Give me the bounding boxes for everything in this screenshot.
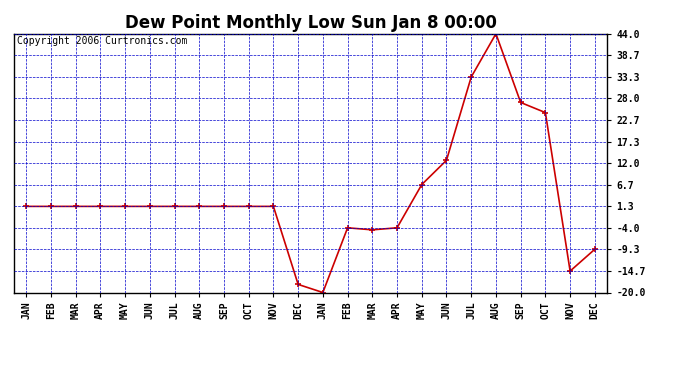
Text: Copyright 2006 Curtronics.com: Copyright 2006 Curtronics.com	[17, 36, 187, 46]
Title: Dew Point Monthly Low Sun Jan 8 00:00: Dew Point Monthly Low Sun Jan 8 00:00	[125, 14, 496, 32]
